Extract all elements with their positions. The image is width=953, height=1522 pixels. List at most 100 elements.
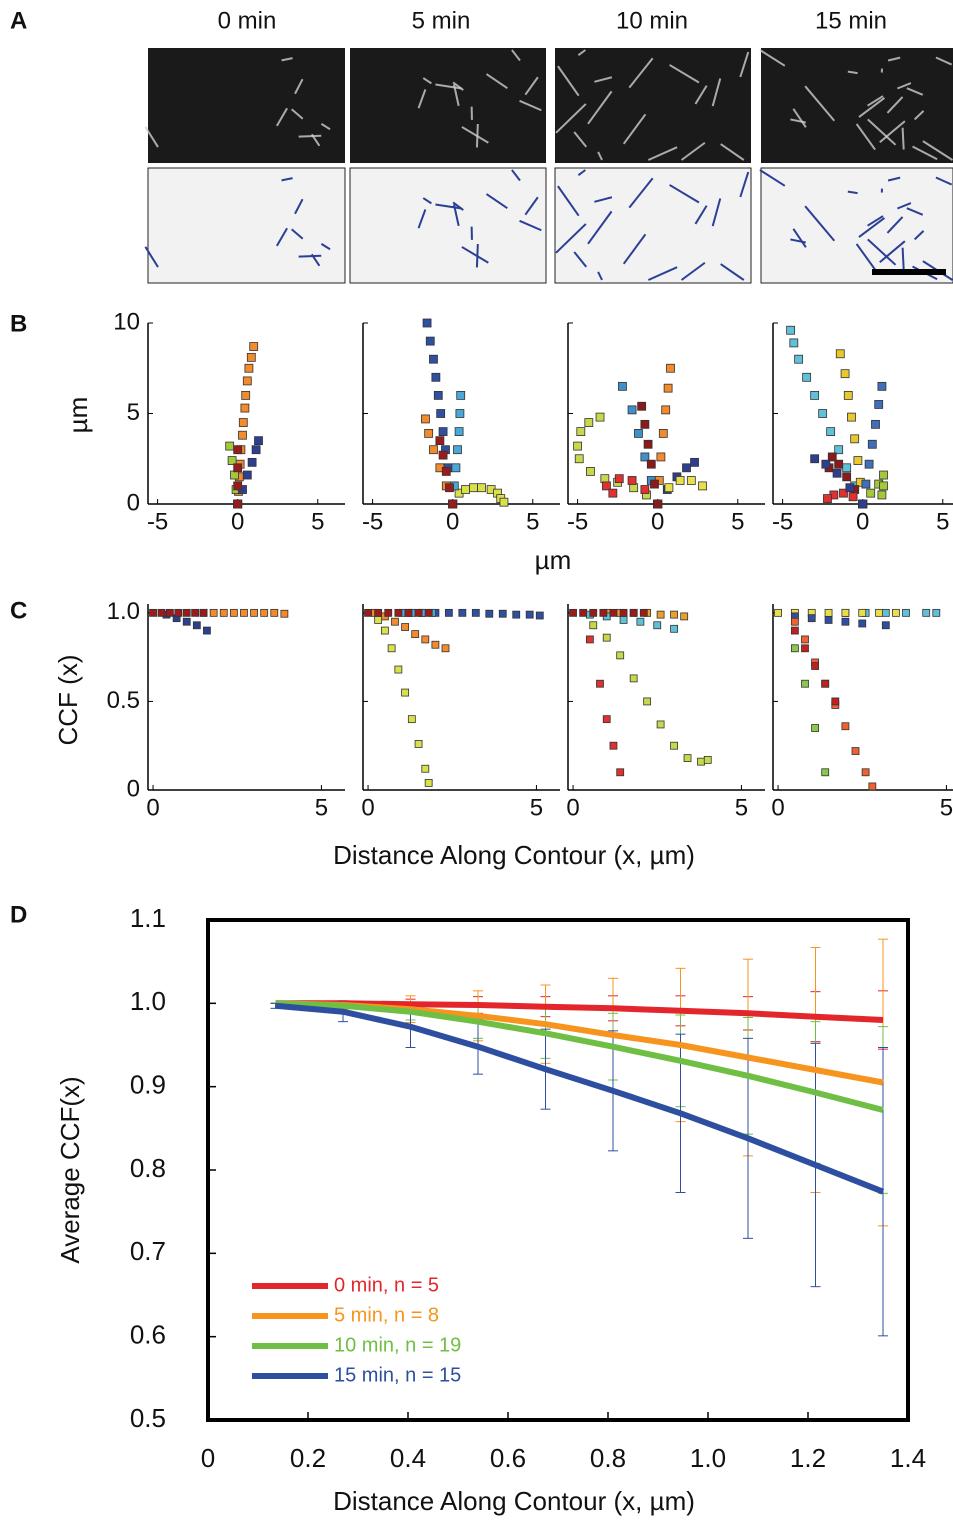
point — [219, 608, 228, 617]
point — [387, 644, 396, 653]
filament-trace — [422, 197, 432, 205]
filament-trace — [669, 184, 700, 204]
point — [425, 336, 435, 346]
point — [675, 476, 685, 485]
y-tick-label: 10 — [113, 308, 140, 335]
filament-trace — [694, 205, 708, 225]
filament-image — [867, 95, 884, 107]
point — [683, 754, 692, 763]
y-tick-label: 0 — [127, 775, 140, 802]
point — [810, 390, 820, 400]
filament-trace — [935, 176, 953, 186]
point — [254, 436, 263, 446]
point — [433, 390, 443, 400]
point — [874, 400, 884, 409]
point — [246, 352, 256, 362]
filament-image — [759, 49, 786, 67]
image-title: 0 min — [218, 7, 277, 34]
point — [834, 445, 844, 455]
point — [240, 403, 250, 413]
point — [786, 325, 796, 335]
point — [233, 481, 243, 491]
point — [609, 741, 618, 750]
point — [686, 476, 696, 485]
filament-trace — [759, 169, 786, 187]
filament-image — [622, 113, 647, 145]
filament-trace — [647, 266, 678, 281]
point — [858, 619, 867, 628]
point — [599, 608, 608, 617]
point — [629, 483, 639, 493]
point — [247, 457, 257, 467]
image-title: 5 min — [412, 7, 471, 34]
point — [199, 608, 208, 617]
point — [227, 456, 237, 465]
point — [932, 608, 941, 617]
legend-label: 15 min, n = 15 — [334, 1364, 461, 1386]
point — [842, 463, 852, 473]
point — [453, 445, 462, 455]
point — [871, 419, 880, 429]
x-tick-label: -5 — [147, 508, 168, 535]
filament-trace — [622, 233, 647, 265]
filament-trace — [867, 215, 884, 227]
filament-image — [452, 84, 460, 107]
point — [646, 459, 656, 469]
point — [192, 621, 201, 630]
point — [461, 485, 470, 494]
filament-image — [935, 56, 953, 66]
point — [663, 383, 673, 393]
point — [703, 755, 712, 764]
point — [636, 617, 645, 626]
point — [661, 405, 671, 415]
x-tick-label: -5 — [567, 508, 588, 535]
point — [690, 457, 699, 467]
point — [586, 467, 595, 476]
x-tick-label: 5 — [936, 508, 949, 535]
point — [576, 427, 586, 437]
point — [682, 463, 691, 473]
x-tick-label: 0 — [771, 794, 784, 821]
y-tick-label: 0.6 — [130, 1320, 166, 1350]
filament-image — [485, 73, 508, 90]
point — [421, 764, 430, 773]
filament-trace — [792, 228, 807, 248]
point — [401, 623, 409, 631]
x-tick-label: 5 — [735, 794, 748, 821]
point — [670, 624, 678, 633]
point — [380, 626, 389, 635]
point — [821, 768, 830, 777]
point — [827, 452, 837, 462]
filament-image — [519, 99, 542, 112]
x-tick-label: 5 — [940, 794, 953, 821]
point — [251, 445, 261, 455]
filament-trace — [897, 202, 912, 210]
filament-image — [417, 89, 427, 109]
filament-image — [594, 76, 613, 83]
micrograph — [350, 48, 546, 163]
point — [596, 679, 604, 688]
point — [249, 342, 259, 351]
filament-image — [886, 96, 904, 114]
filament-trace — [587, 210, 613, 245]
filament-trace — [452, 201, 464, 211]
filament-trace — [275, 227, 288, 247]
image-title: 15 min — [815, 7, 887, 34]
point — [574, 454, 584, 464]
point — [811, 662, 819, 670]
point — [832, 468, 842, 478]
point — [807, 614, 816, 623]
point — [824, 608, 833, 617]
point — [902, 608, 910, 617]
point — [864, 459, 874, 469]
filament-image — [647, 146, 678, 161]
filament-image — [555, 103, 587, 134]
y-tick-label: 0.8 — [130, 1153, 166, 1183]
filament-trace — [417, 209, 427, 229]
filament-trace — [519, 219, 542, 232]
point — [643, 697, 652, 706]
point — [842, 472, 852, 482]
point — [584, 418, 594, 427]
point — [203, 626, 211, 635]
point — [182, 608, 191, 617]
